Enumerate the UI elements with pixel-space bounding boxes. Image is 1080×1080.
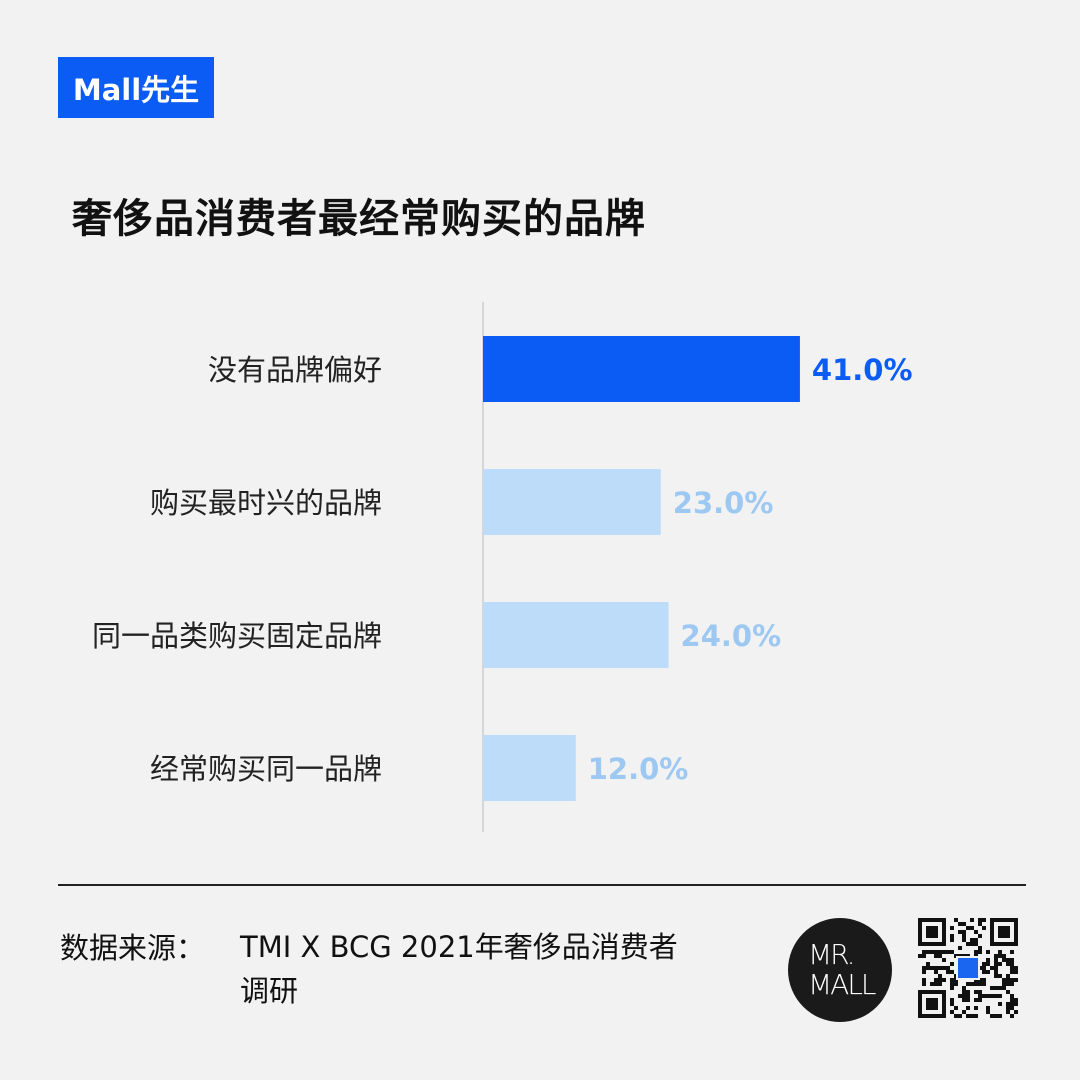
- bar: [483, 735, 576, 801]
- mr-mall-logo: MR. MALL: [788, 918, 892, 1022]
- value-label: 41.0%: [812, 353, 913, 387]
- divider: [58, 884, 1026, 886]
- brand-tag: Mall先生: [58, 57, 214, 118]
- source-text: TMI X BCG 2021年奢侈品消费者调研: [240, 930, 678, 1008]
- category-label: 同一品类购买固定品牌: [92, 619, 382, 653]
- category-label: 购买最时兴的品牌: [150, 486, 382, 520]
- qr-code-icon: [918, 918, 1018, 1018]
- bar: [483, 469, 661, 535]
- value-label: 24.0%: [681, 619, 782, 653]
- bar: [483, 602, 669, 668]
- value-label: 12.0%: [588, 752, 689, 786]
- bar: [483, 336, 800, 402]
- category-label: 没有品牌偏好: [208, 353, 382, 387]
- bar-chart: 没有品牌偏好 41.0% 购买最时兴的品牌 23.0% 同一品类购买固定品牌 24.0% 经…: [92, 302, 913, 832]
- value-label: 23.0%: [673, 486, 774, 520]
- category-label: 经常购买同一品牌: [150, 752, 382, 786]
- source-label: 数据来源：: [60, 931, 206, 965]
- chart-title: 奢侈品消费者最经常购买的品牌: [72, 196, 646, 242]
